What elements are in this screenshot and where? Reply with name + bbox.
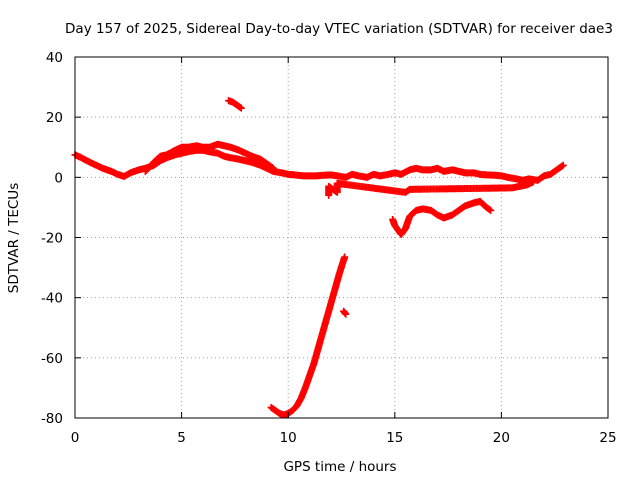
x-tick-label: 20 <box>493 430 510 446</box>
y-tick-label: 0 <box>54 170 63 186</box>
x-tick-label: 0 <box>71 430 80 446</box>
data-point <box>487 206 495 214</box>
x-axis-label: GPS time / hours <box>283 459 396 475</box>
series-negative-dips <box>325 178 537 199</box>
data-point <box>269 164 277 172</box>
series-small-outlier <box>340 307 350 318</box>
data-point <box>529 178 537 186</box>
series-lower-branch <box>389 197 495 238</box>
data-point <box>559 161 567 169</box>
series-low-arc <box>267 253 349 419</box>
x-tick-label: 25 <box>599 430 616 446</box>
series-upper-band <box>141 140 277 175</box>
x-tick-label: 5 <box>177 430 186 446</box>
chart-title: Day 157 of 2025, Sidereal Day-to-day VTE… <box>65 21 613 37</box>
data-point <box>237 104 245 112</box>
y-tick-label: 20 <box>46 110 63 126</box>
y-axis-label: SDTVAR / TECUs <box>6 183 22 293</box>
x-tick-label: 10 <box>280 430 297 446</box>
x-tick-label: 15 <box>386 430 403 446</box>
y-tick-label: -20 <box>41 231 63 247</box>
y-tick-label: -60 <box>41 351 63 367</box>
data-point <box>342 310 350 318</box>
series-outlier-segment <box>225 97 245 112</box>
y-tick-label: -40 <box>41 291 63 307</box>
data-points <box>71 97 567 419</box>
y-tick-label: -80 <box>41 411 63 427</box>
data-point <box>341 253 349 261</box>
y-tick-label: 40 <box>46 50 63 66</box>
axis-ticks: 0 5 10 15 20 25 -80 -60 -40 -20 0 20 40 <box>41 50 617 446</box>
